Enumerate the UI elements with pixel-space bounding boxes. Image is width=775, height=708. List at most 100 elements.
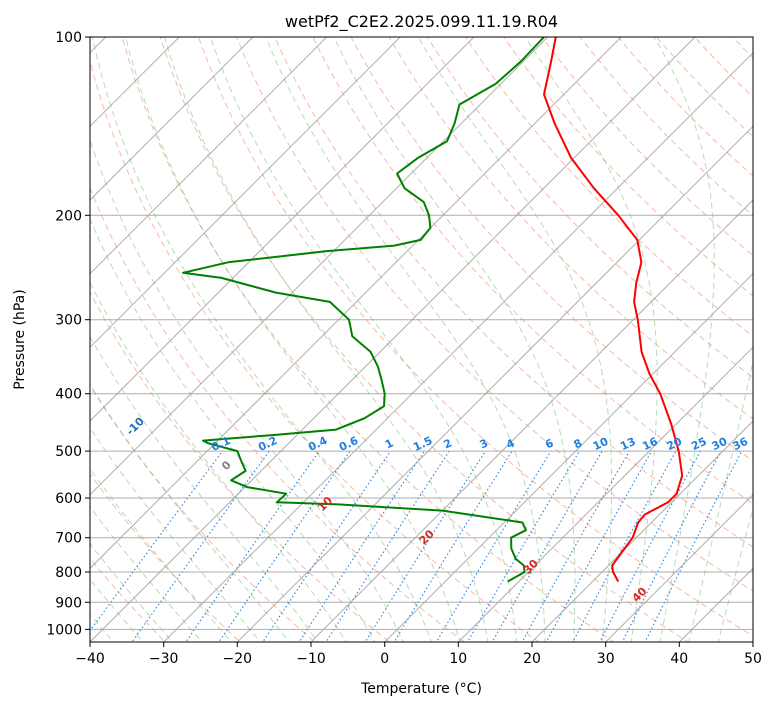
dry-adiabat-line (745, 10, 775, 654)
x-tick-label: −30 (149, 651, 179, 667)
dry-adiabat-line (541, 37, 753, 257)
mixing-ratio-label: 13 (618, 435, 637, 453)
dry-adiabat-line (90, 472, 241, 642)
y-axis: 100 200 300 400 500 600 700 800 900 1000 (46, 30, 90, 638)
isotherm-line (90, 37, 328, 275)
plot-frame (89, 36, 754, 643)
moist-adiabat-line (125, 37, 461, 642)
y-axis-title: Pressure (hPa) (12, 289, 28, 389)
mixing-ratio-label: 1 (383, 436, 395, 451)
dry-adiabat-line (121, 37, 615, 642)
y-tick-label: 100 (55, 30, 82, 46)
x-tick-label: 10 (449, 651, 467, 667)
moist-adiabat-line (333, 37, 576, 642)
dewpoint-profile-line (182, 37, 545, 583)
y-tick-label: 700 (55, 531, 82, 547)
moist-adiabat-line (90, 335, 319, 642)
moist-adiabat-line (265, 37, 546, 642)
y-tick-label: 900 (55, 595, 82, 611)
moist-adiabat-line (90, 217, 376, 642)
dry-adiabat-label: 10 (315, 494, 335, 514)
x-tick-label: −40 (75, 651, 105, 667)
moist-adiabat-line (653, 37, 715, 642)
y-tick-label: 600 (55, 491, 82, 507)
x-tick-label: 50 (744, 651, 762, 667)
isotherm-line (383, 272, 753, 642)
dry-adiabat-line (388, 37, 753, 420)
y-tick-label: 400 (55, 387, 82, 403)
isotherm-line (0, 10, 59, 654)
mixing-ratio-line (466, 450, 580, 642)
isotherm-line (752, 641, 753, 642)
dry-adiabat-line (426, 37, 753, 379)
isotherm-line (457, 346, 753, 642)
isotherm-line (162, 51, 753, 642)
mixing-ratio-label: 10 (591, 435, 611, 453)
isotherm-line (310, 199, 753, 642)
dry-adiabat-label: -10 (124, 415, 147, 438)
mixing-ratio-label: 2 (442, 436, 454, 451)
dry-adiabat-line (90, 291, 391, 642)
isotherm-line (90, 37, 623, 570)
moist-adiabat-line (90, 383, 290, 642)
moist-adiabat-line (524, 37, 658, 642)
isotherm-line (236, 125, 753, 642)
mixing-ratio-label: 20 (665, 435, 685, 453)
isotherm-line (90, 37, 549, 496)
mixing-ratio-line (298, 450, 425, 642)
isotherm-line (604, 493, 753, 642)
temperature-profile-line (543, 37, 684, 582)
x-tick-label: 20 (523, 651, 541, 667)
moist-adiabat-line (90, 138, 404, 642)
dry-adiabat-label: 40 (630, 584, 650, 604)
dry-adiabat-line (465, 37, 753, 338)
y-tick-label: 500 (55, 444, 82, 460)
x-tick-label: 40 (670, 651, 688, 667)
dry-adiabat-line (693, 37, 753, 98)
isotherm-line (90, 37, 696, 642)
moist-adiabat-line (688, 358, 753, 642)
mixing-ratio-label: 16 (640, 435, 660, 453)
y-tick-label: 200 (55, 208, 82, 224)
x-tick-label: 30 (597, 651, 615, 667)
background-lines (90, 10, 775, 654)
moist-adiabat-line (717, 506, 753, 642)
dry-adiabat-line (503, 37, 753, 297)
mixing-ratio-label: 30 (710, 435, 730, 453)
moist-adiabat-line (90, 506, 203, 642)
dry-adiabat-line (90, 59, 540, 642)
dry-adiabat-line (236, 37, 753, 592)
dry-adiabat-line (312, 37, 753, 505)
dry-adiabat-line (274, 37, 753, 548)
dry-adiabat-line (159, 37, 690, 642)
mixing-ratio-line (364, 450, 486, 642)
x-axis: −40 −30 −20 −10 0 10 20 30 40 50 (75, 642, 762, 667)
moist-adiabat-line (90, 281, 347, 642)
mixing-ratio-line (262, 450, 392, 642)
sounding-profiles (182, 37, 684, 583)
dry-adiabat-line (197, 37, 753, 637)
x-axis-title: Temperature (°C) (360, 681, 482, 697)
x-tick-label: 0 (380, 651, 389, 667)
dry-adiabat-line (732, 37, 753, 59)
dry-adiabat-line (617, 37, 753, 177)
x-tick-label: −10 (296, 651, 326, 667)
isotherm-line (531, 420, 753, 642)
isotherm-line (90, 37, 254, 201)
chart-title: wetPf2_C2E2.2025.099.11.19.R04 (285, 12, 558, 32)
moist-adiabat-line (417, 37, 613, 642)
y-tick-label: 300 (55, 313, 82, 329)
dry-adiabat-line (90, 186, 465, 642)
isotherm-line (90, 37, 402, 349)
dry-adiabat-line (655, 37, 753, 138)
mixing-ratio-label: 6 (543, 436, 556, 451)
y-tick-label: 800 (55, 565, 82, 581)
isotherm-line (90, 37, 475, 422)
isotherm-line (90, 37, 181, 128)
mixing-ratio-line (131, 450, 270, 642)
mixing-ratio-line (393, 450, 513, 642)
grid-lines (0, 10, 753, 654)
moist-adiabat-line (163, 37, 489, 642)
dry-adiabat-label: 20 (417, 527, 437, 547)
